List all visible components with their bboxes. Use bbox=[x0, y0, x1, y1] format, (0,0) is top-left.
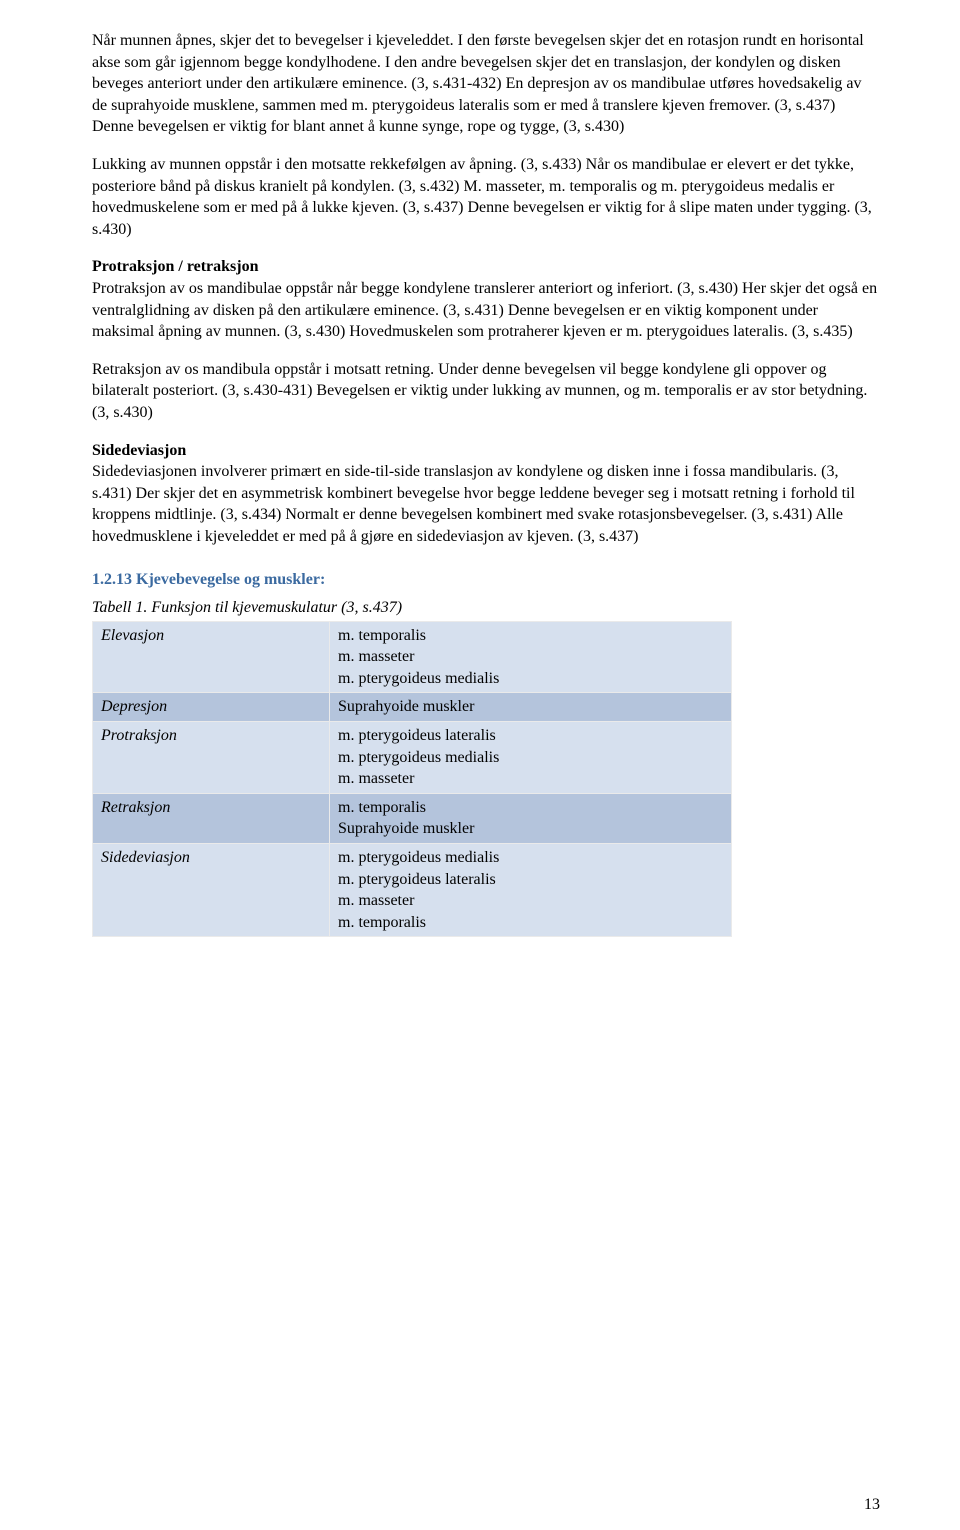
table-row-label: Protraksjon bbox=[93, 722, 330, 794]
paragraph-protraksjon: Protraksjon / retraksjon Protraksjon av … bbox=[92, 256, 880, 342]
table-row-label: Elevasjon bbox=[93, 621, 330, 693]
subheading-protraksjon: Protraksjon / retraksjon bbox=[92, 258, 259, 275]
section-heading-muscles: 1.2.13 Kjevebevegelse og muskler: bbox=[92, 569, 880, 591]
document-page: Når munnen åpnes, skjer det to bevegelse… bbox=[0, 0, 960, 1530]
paragraph-retraksjon: Retraksjon av os mandibula oppstår i mot… bbox=[92, 359, 880, 424]
table-row-value: m. pterygoideus lateralism. pterygoideus… bbox=[330, 722, 732, 794]
paragraph-closing: Lukking av munnen oppstår i den motsatte… bbox=[92, 154, 880, 240]
table-row-label: Depresjon bbox=[93, 693, 330, 722]
table-row-value: m. temporalisSuprahyoide muskler bbox=[330, 793, 732, 843]
paragraph-sidedeviasjon-body: Sidedeviasjonen involverer primært en si… bbox=[92, 463, 855, 545]
table-row: Elevasjonm. temporalism. masseterm. pter… bbox=[93, 621, 732, 693]
table-row-value: Suprahyoide muskler bbox=[330, 693, 732, 722]
table-row-label: Sidedeviasjon bbox=[93, 844, 330, 937]
table-row: Sidedeviasjonm. pterygoideus medialism. … bbox=[93, 844, 732, 937]
paragraph-opening: Når munnen åpnes, skjer det to bevegelse… bbox=[92, 30, 880, 138]
table-row-value: m. temporalism. masseterm. pterygoideus … bbox=[330, 621, 732, 693]
page-number: 13 bbox=[864, 1494, 880, 1516]
muscle-function-table: Elevasjonm. temporalism. masseterm. pter… bbox=[92, 621, 732, 938]
table-row-value: m. pterygoideus medialism. pterygoideus … bbox=[330, 844, 732, 937]
paragraph-protraksjon-body: Protraksjon av os mandibulae oppstår når… bbox=[92, 280, 877, 340]
table-body: Elevasjonm. temporalism. masseterm. pter… bbox=[93, 621, 732, 937]
paragraph-sidedeviasjon: Sidedeviasjon Sidedeviasjonen involverer… bbox=[92, 440, 880, 548]
table-row: Retraksjonm. temporalisSuprahyoide muskl… bbox=[93, 793, 732, 843]
table-row-label: Retraksjon bbox=[93, 793, 330, 843]
table-caption: Tabell 1. Funksjon til kjevemuskulatur (… bbox=[92, 597, 880, 619]
subheading-sidedeviasjon: Sidedeviasjon bbox=[92, 442, 186, 459]
table-row: DepresjonSuprahyoide muskler bbox=[93, 693, 732, 722]
table-row: Protraksjonm. pterygoideus lateralism. p… bbox=[93, 722, 732, 794]
